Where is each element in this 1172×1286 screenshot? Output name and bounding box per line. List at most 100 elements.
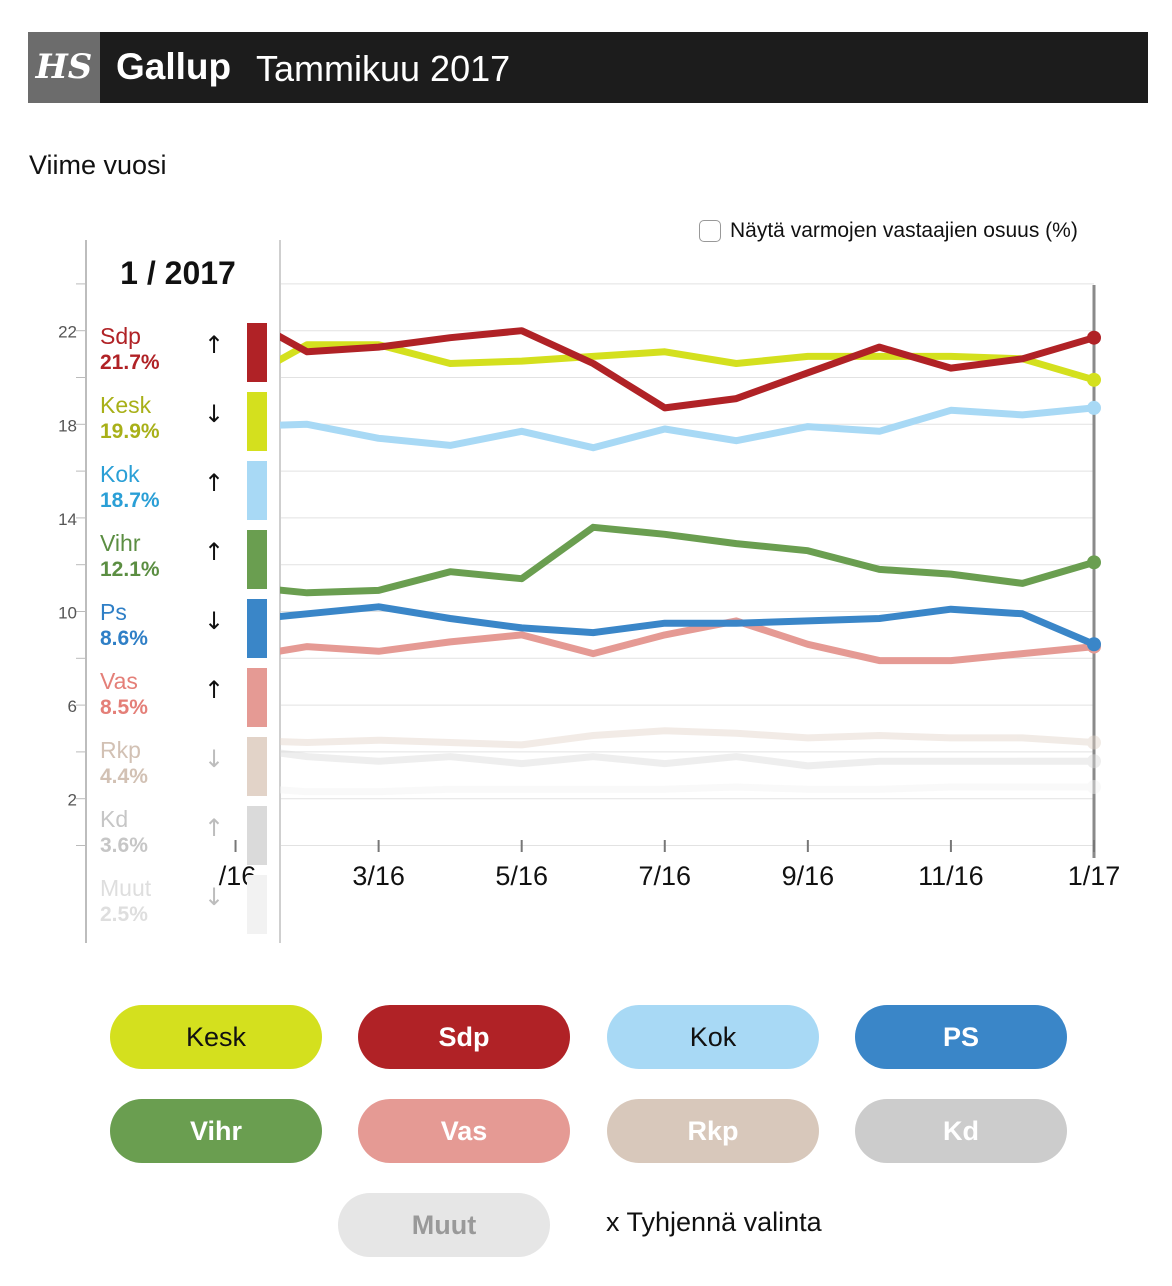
x-tick-label: 11/16 [918, 861, 984, 891]
clear-selection-button[interactable]: x Tyhjennä valinta [606, 1207, 822, 1237]
legend-party-value: 12.1% [100, 558, 160, 581]
y-tick-label: 18 [58, 416, 77, 435]
series-line-ps[interactable] [164, 603, 1098, 648]
legend-party-value: 8.6% [100, 627, 148, 650]
legend-item-kok[interactable]: Kok 18.7% ↑ [88, 461, 279, 521]
legend-color-swatch [247, 875, 267, 934]
series-point-kd[interactable] [1087, 754, 1101, 769]
arrow-down-icon: ↓ [204, 607, 225, 635]
party-button-muut[interactable]: Muut [338, 1193, 550, 1257]
party-button-kd[interactable]: Kd [855, 1099, 1067, 1163]
series-line-vas[interactable] [164, 617, 1098, 665]
party-button-kok[interactable]: Kok [607, 1005, 819, 1069]
party-button-sdp[interactable]: Sdp [358, 1005, 570, 1069]
x-tick-label: 3/16 [352, 861, 405, 891]
series-kok[interactable] [164, 400, 1101, 452]
series-point-kok[interactable] [1087, 400, 1101, 415]
series-line-kok[interactable] [164, 404, 1098, 452]
arrow-up-icon: ↑ [204, 538, 225, 566]
legend-item-rkp[interactable]: Rkp 4.4% ↓ [88, 737, 279, 797]
x-tick-label: 1/17 [1068, 861, 1121, 891]
series-line-muut[interactable] [164, 783, 1098, 796]
legend-party-name: Rkp [100, 737, 141, 763]
legend-party-name: Vas [100, 668, 138, 694]
series-sdp[interactable] [164, 312, 1101, 412]
legend-party-value: 18.7% [100, 489, 160, 512]
legend-color-swatch [247, 461, 267, 520]
legend-party-value: 21.7% [100, 351, 160, 374]
legend-party-name: Vihr [100, 530, 141, 556]
legend-party-name: Sdp [100, 323, 141, 349]
legend-item-kesk[interactable]: Kesk 19.9% ↓ [88, 392, 279, 452]
series-point-kesk[interactable] [1087, 372, 1101, 387]
series-point-sdp[interactable] [1087, 330, 1101, 345]
legend-panel: 1 / 2017 Sdp 21.7% ↑ Kesk 19.9% ↓ Kok 18.7% ↑ Vih… [88, 245, 279, 945]
legend-party-name: Muut [100, 875, 152, 901]
series-point-muut[interactable] [1087, 780, 1101, 794]
party-button-rkp[interactable]: Rkp [607, 1099, 819, 1163]
party-button-vas[interactable]: Vas [358, 1099, 570, 1163]
arrow-down-icon: ↓ [204, 745, 225, 773]
legend-color-swatch [247, 323, 267, 382]
legend-color-swatch [247, 599, 267, 658]
section-title: Viime vuosi [29, 150, 167, 180]
series-line-rkp[interactable] [164, 727, 1098, 749]
series-muut[interactable] [164, 780, 1101, 796]
series-line-vihr[interactable] [164, 523, 1098, 597]
legend-item-kd[interactable]: Kd 3.6% ↑ [88, 806, 279, 866]
series-point-vihr[interactable] [1087, 555, 1101, 570]
legend-party-value: 2.5% [100, 903, 148, 926]
series-kesk[interactable] [164, 341, 1101, 387]
party-button-vihr[interactable]: Vihr [110, 1099, 322, 1163]
legend-item-ps[interactable]: Ps 8.6% ↓ [88, 599, 279, 659]
series-line-kd[interactable] [164, 747, 1098, 770]
arrow-up-icon: ↑ [204, 331, 225, 359]
x-tick-label: 7/16 [638, 861, 691, 891]
y-tick-label: 2 [68, 791, 77, 810]
legend-item-muut[interactable]: Muut 2.5% ↓ [88, 875, 279, 935]
x-tick-label: 9/16 [782, 861, 835, 891]
hs-logo[interactable]: HS [28, 32, 100, 103]
series-point-ps[interactable] [1087, 637, 1101, 652]
party-button-ps[interactable]: PS [855, 1005, 1067, 1069]
y-tick-label: 10 [58, 604, 77, 623]
series-kd[interactable] [164, 747, 1101, 770]
legend-color-swatch [247, 668, 267, 727]
x-tick-label: 5/16 [495, 861, 548, 891]
y-tick-label: 14 [58, 510, 77, 529]
sure-respondents-checkbox[interactable] [699, 220, 721, 242]
legend-party-value: 8.5% [100, 696, 148, 719]
legend-party-name: Kesk [100, 392, 152, 418]
legend-item-vas[interactable]: Vas 8.5% ↑ [88, 668, 279, 728]
legend-party-value: 3.6% [100, 834, 148, 857]
legend-party-name: Kd [100, 806, 129, 832]
legend-date: 1 / 2017 [120, 255, 236, 291]
arrow-up-icon: ↑ [204, 469, 225, 497]
arrow-down-icon: ↓ [204, 883, 225, 911]
legend-color-swatch [247, 392, 267, 451]
legend-color-swatch [247, 806, 267, 865]
y-tick-label: 6 [68, 697, 77, 716]
legend-party-value: 4.4% [100, 765, 148, 788]
series-line-sdp[interactable] [164, 312, 1098, 412]
legend-party-name: Kok [100, 461, 140, 487]
arrow-down-icon: ↓ [204, 400, 225, 428]
series-rkp[interactable] [164, 727, 1101, 750]
arrow-up-icon: ↑ [204, 814, 225, 842]
series-point-rkp[interactable] [1087, 735, 1101, 750]
series-vihr[interactable] [164, 523, 1101, 597]
header-bar: HS Gallup Tammikuu 2017 [28, 32, 1148, 103]
legend-party-name: Ps [100, 599, 127, 625]
series-line-kesk[interactable] [164, 341, 1098, 385]
arrow-up-icon: ↑ [204, 676, 225, 704]
series-ps[interactable] [164, 603, 1101, 652]
sure-respondents-label: Näytä varmojen vastaajien osuus (%) [730, 219, 1078, 242]
legend-item-sdp[interactable]: Sdp 21.7% ↑ [88, 323, 279, 383]
legend-color-swatch [247, 737, 267, 796]
legend-item-vihr[interactable]: Vihr 12.1% ↑ [88, 530, 279, 590]
legend-party-value: 19.9% [100, 420, 160, 443]
header-subtitle: Tammikuu 2017 [256, 48, 511, 89]
party-button-kesk[interactable]: Kesk [110, 1005, 322, 1069]
sure-respondents-toggle[interactable]: Näytä varmojen vastaajien osuus (%) [699, 218, 1078, 244]
